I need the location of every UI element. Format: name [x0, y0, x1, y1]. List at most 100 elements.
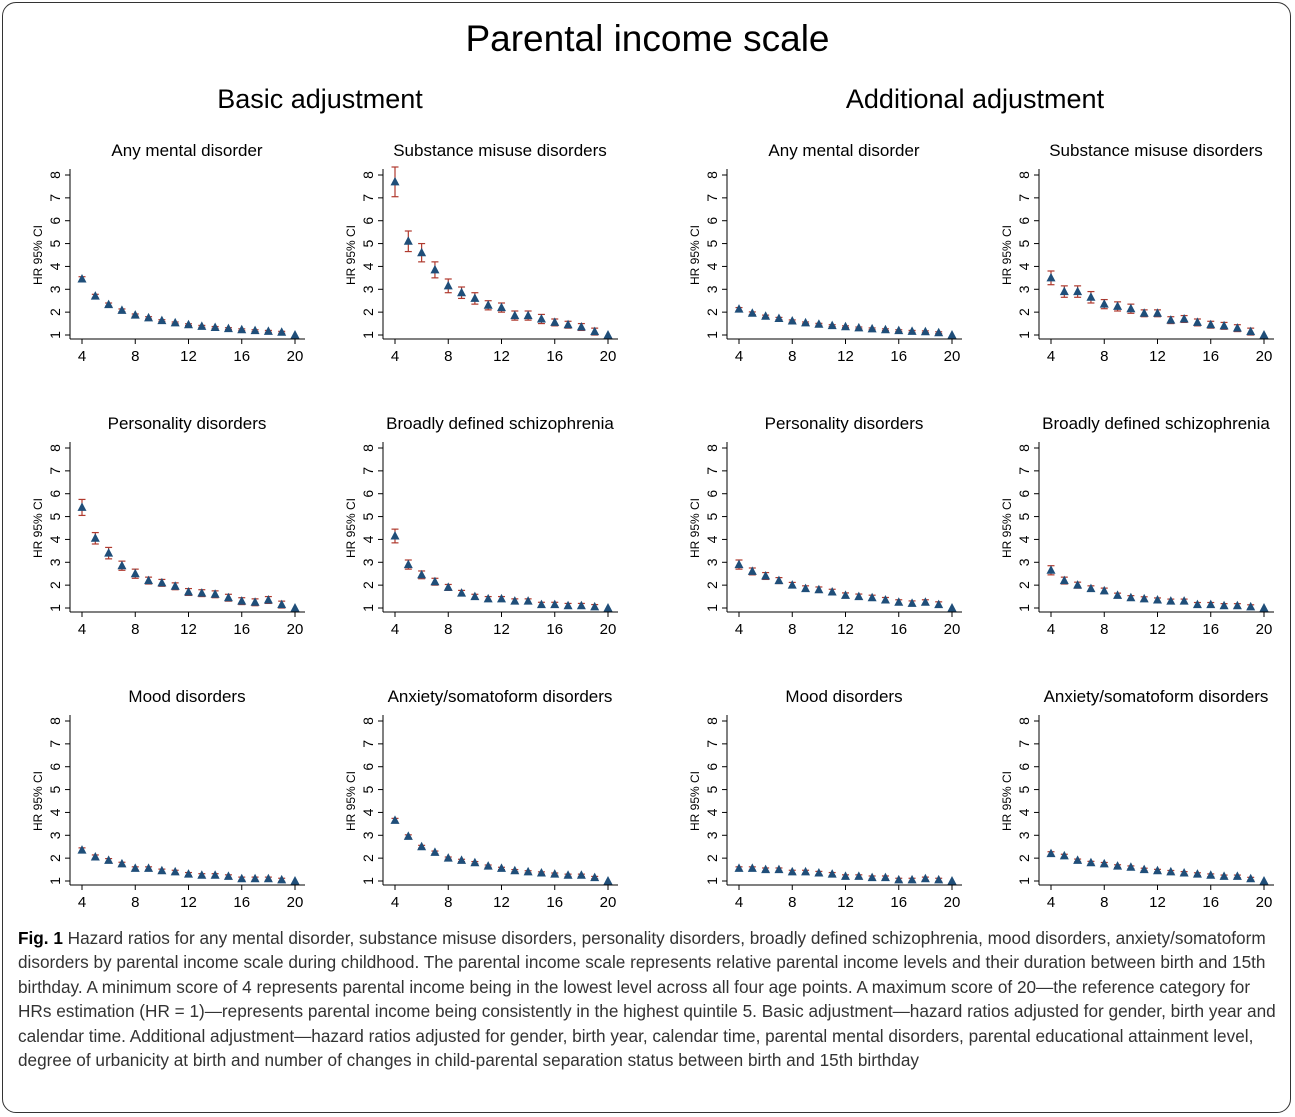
x-tick-label: 16 — [546, 621, 563, 638]
x-tick-label: 20 — [1256, 894, 1273, 911]
caption-label: Fig. 1 — [18, 928, 63, 948]
hr-marker — [457, 855, 467, 864]
panel-title: Substance misuse disorders — [1049, 141, 1263, 160]
y-tick-label: 8 — [704, 171, 720, 179]
hr-marker — [934, 327, 944, 337]
y-tick-label: 6 — [704, 217, 720, 225]
hr-marker — [801, 866, 811, 876]
hr-marker — [510, 865, 520, 875]
y-tick-label: 7 — [360, 467, 376, 475]
hr-marker — [510, 310, 520, 320]
y-tick-label: 4 — [1016, 808, 1032, 816]
hr-marker — [1046, 272, 1056, 282]
x-tick-label: 20 — [1256, 348, 1273, 365]
hr-marker — [1206, 319, 1216, 329]
hr-marker — [104, 548, 114, 557]
hr-marker — [417, 247, 427, 257]
hr-marker — [290, 876, 300, 885]
hr-marker — [747, 863, 757, 872]
hr-marker — [1166, 866, 1176, 876]
hr-marker — [550, 869, 560, 878]
x-tick-label: 4 — [78, 348, 86, 365]
hr-marker — [880, 595, 890, 604]
hr-marker — [250, 597, 260, 606]
hr-marker — [77, 502, 87, 511]
hr-marker — [590, 872, 600, 882]
y-axis-label: HR 95% CI — [344, 225, 358, 285]
hr-marker — [223, 871, 233, 880]
hr-marker — [854, 871, 864, 880]
x-tick-label: 4 — [735, 621, 743, 638]
panel-title: Broadly defined schizophrenia — [1042, 414, 1270, 433]
hr-marker — [184, 587, 193, 596]
hr-marker — [854, 322, 864, 332]
y-tick-label: 1 — [704, 604, 720, 612]
hr-marker — [894, 874, 904, 884]
main-title: Parental income scale — [465, 18, 830, 59]
y-tick-label: 2 — [47, 308, 63, 316]
hr-marker — [390, 815, 400, 824]
hr-marker — [403, 831, 413, 840]
hr-marker — [787, 866, 797, 876]
hr-marker — [576, 600, 586, 610]
x-tick-label: 4 — [1047, 621, 1055, 638]
y-tick-label: 6 — [47, 490, 63, 498]
y-tick-label: 3 — [704, 558, 720, 566]
y-tick-label: 1 — [47, 331, 63, 339]
hr-marker — [576, 322, 586, 331]
hr-marker — [237, 324, 247, 334]
y-axis-label: HR 95% CI — [344, 498, 358, 558]
hr-marker — [523, 596, 533, 605]
panel-title: Anxiety/somatoform disorders — [388, 687, 613, 706]
hr-marker — [210, 322, 220, 331]
x-tick-label: 8 — [1100, 348, 1108, 365]
hr-marker — [1126, 862, 1136, 871]
x-tick-label: 12 — [1149, 894, 1166, 911]
hr-marker — [277, 599, 287, 609]
y-tick-label: 1 — [47, 604, 63, 612]
hr-marker — [1139, 864, 1149, 874]
hr-marker — [170, 866, 180, 876]
y-tick-label: 1 — [704, 877, 720, 885]
hr-marker — [934, 874, 944, 884]
x-tick-label: 20 — [287, 348, 304, 365]
y-tick-label: 2 — [47, 854, 63, 862]
hr-marker — [801, 317, 811, 327]
hr-marker — [1206, 599, 1216, 609]
hr-marker — [1126, 592, 1136, 602]
y-axis-label: HR 95% CI — [344, 771, 358, 831]
hr-marker — [1086, 857, 1096, 867]
hr-marker — [787, 580, 797, 589]
hr-marker — [894, 325, 904, 335]
y-tick-label: 8 — [360, 444, 376, 452]
x-tick-label: 8 — [131, 348, 139, 365]
hr-marker — [761, 571, 771, 580]
hr-marker — [130, 863, 140, 872]
hr-marker — [130, 568, 140, 578]
y-tick-label: 5 — [704, 785, 720, 793]
hr-marker — [1126, 303, 1136, 313]
hr-marker — [1179, 868, 1189, 877]
hr-marker — [536, 599, 546, 609]
hr-marker — [907, 326, 917, 335]
hr-marker — [483, 300, 493, 309]
hr-marker — [277, 327, 287, 336]
hr-marker — [947, 330, 957, 339]
y-tick-label: 6 — [47, 217, 63, 225]
hr-marker — [880, 324, 890, 334]
y-tick-label: 2 — [360, 854, 376, 862]
x-tick-label: 8 — [1100, 621, 1108, 638]
y-tick-label: 6 — [360, 763, 376, 771]
hr-marker — [920, 597, 930, 606]
y-tick-label: 4 — [360, 808, 376, 816]
panel-title: Mood disorders — [128, 687, 245, 706]
y-tick-label: 3 — [360, 831, 376, 839]
hr-marker — [430, 576, 440, 586]
hr-marker — [841, 321, 850, 331]
hr-marker — [390, 531, 400, 540]
panel-title: Broadly defined schizophrenia — [386, 414, 614, 433]
y-axis-label: HR 95% CI — [688, 225, 702, 285]
hr-marker — [210, 870, 220, 879]
hr-marker — [761, 864, 771, 874]
